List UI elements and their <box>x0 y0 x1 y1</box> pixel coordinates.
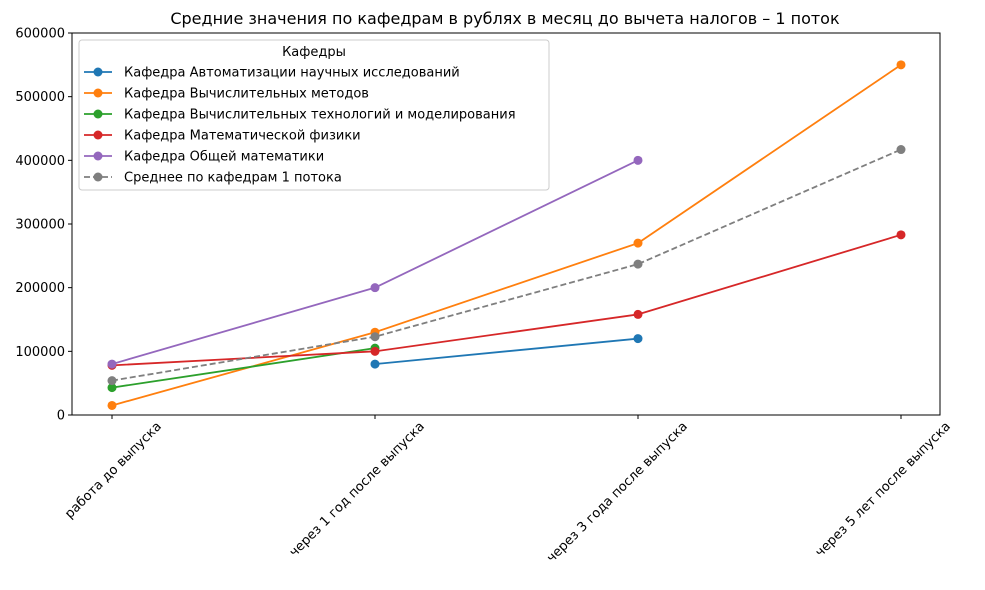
legend-item-4: Кафедра Математической физики <box>84 129 361 144</box>
data-point <box>107 376 117 386</box>
legend-label: Кафедра Общей математики <box>124 150 324 165</box>
y-tick-label: 400000 <box>15 154 65 169</box>
data-point <box>633 334 643 344</box>
data-point <box>370 283 380 293</box>
legend-item-2: Кафедра Вычислительных методов <box>84 87 369 102</box>
legend-title: Кафедры <box>282 45 346 60</box>
legend-label: Среднее по кафедрам 1 потока <box>124 171 342 186</box>
x-tick-label: через 3 года после выпуска <box>544 419 691 566</box>
data-point <box>107 400 117 410</box>
legend-swatch-marker <box>93 88 103 98</box>
data-point <box>896 60 906 70</box>
data-point <box>107 359 117 369</box>
y-tick-label: 0 <box>57 409 65 424</box>
series-1 <box>370 334 643 369</box>
legend-swatch-marker <box>93 67 103 77</box>
legend: Кафедры Кафедра Автоматизации научных ис… <box>78 39 550 191</box>
y-tick-label: 500000 <box>15 90 65 105</box>
x-tick-label: работа до выпуска <box>62 419 165 522</box>
y-tick-label: 100000 <box>15 345 65 360</box>
legend-label: Кафедра Математической физики <box>124 129 361 144</box>
series-line <box>111 233 902 367</box>
x-tick-label: через 5 лет после выпуска <box>813 419 954 560</box>
legend-box <box>78 39 550 191</box>
y-axis: 0 100000 200000 300000 400000 500000 600000 <box>15 27 72 424</box>
data-point <box>633 238 643 248</box>
data-point <box>633 155 643 165</box>
data-point <box>896 230 906 240</box>
legend-swatch-marker <box>93 151 103 161</box>
x-tick-label: через 1 год после выпуска <box>287 419 428 560</box>
series-2 <box>107 60 906 410</box>
legend-label: Кафедра Вычислительных технологий и моде… <box>124 108 516 123</box>
series-line <box>374 337 639 365</box>
x-axis: работа до выпуска через 1 год после выпус… <box>62 415 954 566</box>
data-point <box>370 332 380 342</box>
legend-swatch-marker <box>93 130 103 140</box>
chart-title: Средние значения по кафедрам в рублях в … <box>170 9 840 28</box>
y-tick-label: 200000 <box>15 281 65 296</box>
data-point <box>107 383 117 393</box>
legend-swatch-marker <box>93 172 103 182</box>
data-point <box>370 359 380 369</box>
series-5 <box>107 155 643 369</box>
series-6 <box>107 145 906 386</box>
legend-item-5: Кафедра Общей математики <box>84 150 324 165</box>
legend-item-6: Среднее по кафедрам 1 потока <box>84 171 342 186</box>
legend-label: Кафедра Автоматизации научных исследован… <box>124 66 460 81</box>
series-layer <box>107 60 906 410</box>
y-tick-label: 600000 <box>15 27 65 42</box>
legend-item-3: Кафедра Вычислительных технологий и моде… <box>84 108 516 123</box>
legend-swatch-marker <box>93 109 103 119</box>
legend-label: Кафедра Вычислительных методов <box>124 87 369 102</box>
plot-frame <box>71 32 941 416</box>
series-line <box>111 64 902 407</box>
data-point <box>633 259 643 269</box>
legend-item-1: Кафедра Автоматизации научных исследован… <box>84 66 460 81</box>
data-point <box>633 309 643 319</box>
data-point <box>896 145 906 155</box>
y-tick-label: 300000 <box>15 218 65 233</box>
data-point <box>370 346 380 356</box>
series-line <box>111 347 376 389</box>
